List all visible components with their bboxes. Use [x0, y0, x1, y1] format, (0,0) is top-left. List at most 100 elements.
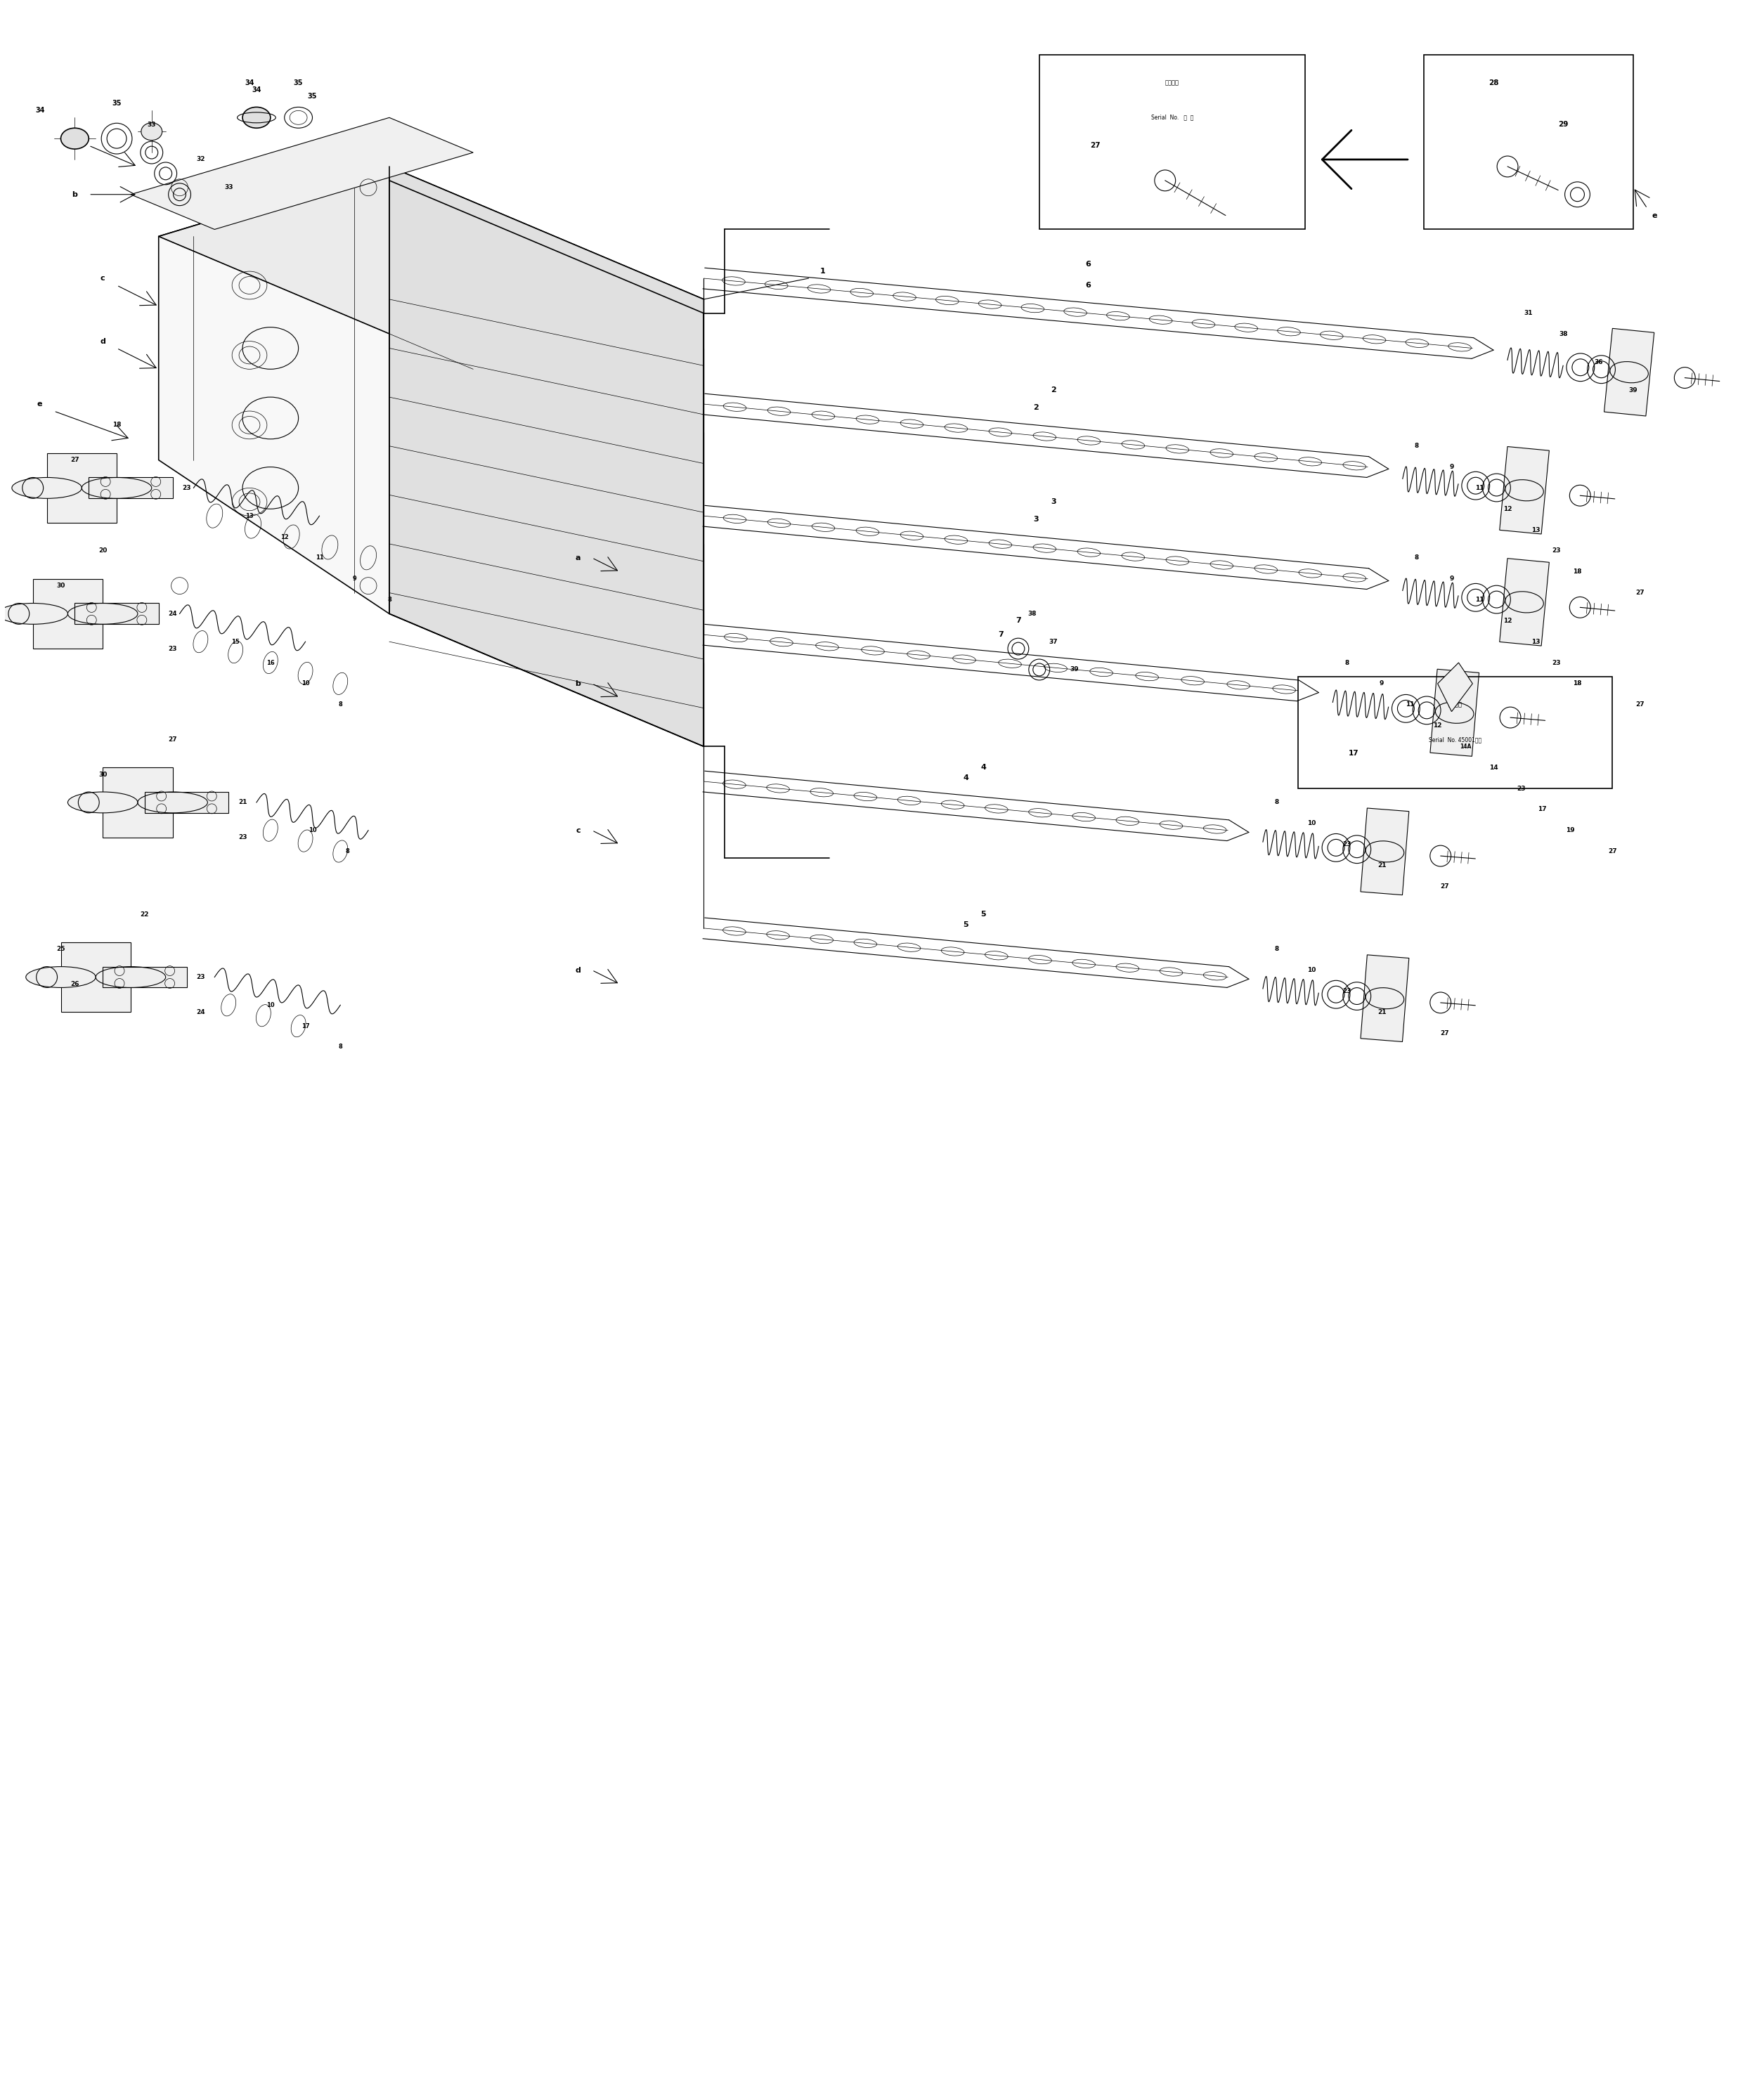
Text: 23: 23 [182, 484, 191, 490]
Text: 24: 24 [196, 1008, 205, 1014]
Text: 21: 21 [238, 799, 247, 806]
Text: 8: 8 [1344, 659, 1349, 666]
Text: 21: 21 [1378, 862, 1387, 868]
Text: 8: 8 [339, 701, 342, 707]
Text: 23: 23 [168, 645, 176, 651]
Text: 23: 23 [1517, 785, 1526, 791]
Text: 38: 38 [1559, 332, 1568, 338]
Text: 36: 36 [1595, 359, 1603, 365]
Text: 30: 30 [56, 582, 65, 589]
Text: 9: 9 [1450, 576, 1454, 582]
Ellipse shape [242, 106, 270, 127]
Text: 18: 18 [113, 422, 122, 428]
Text: b: b [72, 190, 78, 198]
Text: 8: 8 [1275, 799, 1279, 806]
Text: 19: 19 [1566, 826, 1575, 833]
Text: b: b [575, 680, 580, 687]
Text: 23: 23 [196, 975, 205, 981]
Polygon shape [1360, 808, 1409, 895]
Text: 28: 28 [1489, 79, 1499, 86]
Text: 35: 35 [111, 100, 122, 106]
Text: Serial  No. 45001～・: Serial No. 45001～・ [1429, 737, 1482, 743]
Text: 30: 30 [99, 772, 108, 778]
Text: 13: 13 [245, 513, 254, 520]
Text: 8: 8 [1415, 442, 1418, 449]
Text: 8: 8 [1415, 555, 1418, 561]
Polygon shape [1499, 447, 1549, 534]
Text: 11: 11 [1475, 484, 1484, 490]
Text: 9: 9 [353, 576, 356, 582]
Text: 34: 34 [245, 79, 254, 86]
Text: 適用号機: 適用号機 [1448, 701, 1462, 707]
Polygon shape [102, 966, 187, 987]
Polygon shape [74, 603, 159, 624]
Text: 3: 3 [1051, 499, 1057, 505]
Polygon shape [390, 167, 704, 747]
Text: 18: 18 [1573, 680, 1582, 687]
Ellipse shape [141, 123, 162, 140]
Text: 23: 23 [1552, 659, 1561, 666]
Text: c: c [575, 826, 580, 835]
Text: 13: 13 [1531, 639, 1540, 645]
Text: 27: 27 [168, 737, 176, 743]
Text: 11: 11 [316, 555, 323, 561]
Text: 8: 8 [388, 597, 392, 603]
Text: 27: 27 [1439, 883, 1448, 889]
Text: 5: 5 [963, 920, 968, 929]
Text: 3: 3 [1034, 515, 1039, 524]
Text: d: d [101, 338, 106, 344]
Text: 23: 23 [1342, 987, 1351, 993]
Text: 34: 34 [35, 106, 44, 115]
Polygon shape [60, 941, 131, 1012]
Bar [1298, 676, 1612, 789]
Polygon shape [159, 167, 704, 369]
Polygon shape [131, 117, 473, 230]
Text: 16: 16 [266, 659, 275, 666]
Text: 17: 17 [302, 1023, 309, 1029]
Polygon shape [48, 453, 116, 524]
Text: e: e [1651, 213, 1656, 219]
Ellipse shape [60, 127, 88, 148]
Text: 12: 12 [1503, 618, 1512, 624]
Text: 10: 10 [309, 826, 316, 833]
Text: 10: 10 [1307, 820, 1316, 826]
Text: 14A: 14A [1461, 743, 1471, 749]
Text: 32: 32 [196, 157, 205, 163]
Text: 29: 29 [1558, 121, 1568, 127]
Text: 12: 12 [1432, 722, 1441, 728]
Text: 20: 20 [99, 547, 108, 553]
Text: 5: 5 [981, 910, 986, 918]
Text: 27: 27 [1635, 591, 1644, 597]
Text: 17: 17 [1349, 749, 1358, 758]
Text: 27: 27 [1439, 1029, 1448, 1035]
Text: 12: 12 [280, 534, 289, 541]
Text: 6: 6 [1085, 282, 1090, 288]
Ellipse shape [67, 791, 138, 814]
Text: 21: 21 [1378, 1008, 1387, 1014]
Text: 27: 27 [1635, 701, 1644, 707]
Polygon shape [1499, 559, 1549, 645]
Text: 23: 23 [1342, 841, 1351, 847]
Text: 8: 8 [1275, 945, 1279, 952]
Text: 1: 1 [820, 267, 826, 275]
Text: e: e [37, 401, 42, 407]
Text: 9: 9 [1450, 463, 1454, 470]
Text: 24: 24 [168, 611, 176, 618]
Polygon shape [1431, 670, 1478, 755]
Text: 2: 2 [1051, 386, 1057, 394]
Text: 13: 13 [1531, 526, 1540, 532]
Text: 37: 37 [1050, 639, 1058, 645]
Text: 18: 18 [1573, 568, 1582, 576]
Text: 10: 10 [302, 680, 309, 687]
Text: 4: 4 [963, 774, 968, 781]
Text: 38: 38 [1028, 611, 1037, 618]
Polygon shape [34, 578, 102, 649]
Text: 適用号機: 適用号機 [1164, 79, 1178, 86]
Text: 7: 7 [998, 630, 1004, 639]
Text: 12: 12 [1503, 505, 1512, 511]
Polygon shape [145, 791, 229, 814]
Text: 9: 9 [1379, 680, 1385, 687]
Ellipse shape [26, 966, 95, 987]
Text: 15: 15 [231, 639, 240, 645]
Polygon shape [88, 478, 173, 499]
